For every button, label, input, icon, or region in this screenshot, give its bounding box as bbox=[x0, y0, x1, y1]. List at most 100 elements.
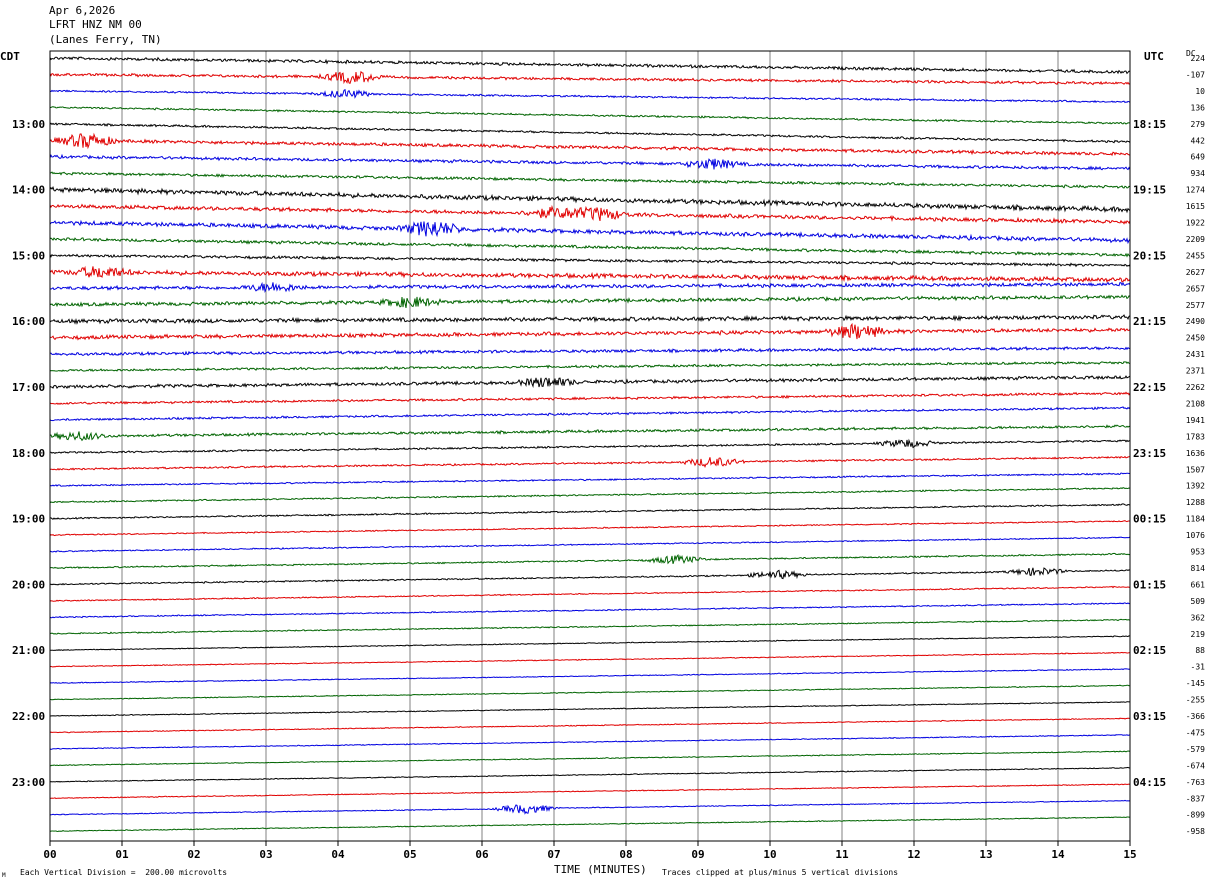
trace-line bbox=[49, 88, 1131, 104]
x-tick-label: 05 bbox=[403, 848, 416, 861]
right-hour-label: 21:15 bbox=[1133, 315, 1166, 328]
dc-offset-label: -899 bbox=[1186, 811, 1205, 820]
trace-line bbox=[49, 668, 1131, 684]
trace-line bbox=[49, 799, 1131, 816]
corner-mark: M bbox=[2, 872, 6, 879]
left-hour-label: 16:00 bbox=[12, 315, 45, 328]
trace-line bbox=[49, 717, 1131, 734]
dc-label: DC bbox=[1186, 49, 1196, 58]
trace-line bbox=[49, 253, 1131, 268]
dc-offset-label: 2262 bbox=[1186, 383, 1205, 392]
trace-line bbox=[49, 314, 1131, 325]
x-tick-label: 08 bbox=[619, 848, 632, 861]
left-hour-labels: 13:00 14:00 15:00 16:00 17:00 18:00 19:00 20:00… bbox=[12, 118, 45, 789]
trace-line bbox=[49, 651, 1131, 668]
x-axis-title: TIME (MINUTES) bbox=[554, 863, 647, 876]
trace-line bbox=[49, 70, 1131, 86]
right-hour-label: 22:15 bbox=[1133, 381, 1166, 394]
trace-line bbox=[49, 552, 1131, 570]
trace-line bbox=[49, 472, 1130, 487]
trace-line bbox=[50, 171, 1131, 189]
dc-offset-label: -763 bbox=[1186, 778, 1205, 787]
dc-offset-label: -475 bbox=[1186, 728, 1205, 737]
header-date: Apr 6,2026 bbox=[49, 4, 116, 17]
dc-offset-label: 1941 bbox=[1186, 416, 1205, 425]
header-station: LFRT HNZ NM 00 bbox=[49, 18, 142, 31]
right-hour-label: 04:15 bbox=[1133, 776, 1166, 789]
x-tick-label: 06 bbox=[475, 848, 489, 861]
right-hour-labels: 18:15 19:15 20:15 21:15 22:15 23:15 00:15 01:15… bbox=[1133, 118, 1166, 789]
trace-line bbox=[49, 391, 1131, 406]
right-hour-label: 19:15 bbox=[1133, 184, 1166, 197]
x-tick-label: 15 bbox=[1123, 848, 1136, 861]
trace-line bbox=[49, 406, 1131, 422]
trace-line bbox=[49, 585, 1131, 602]
dc-offset-label: 934 bbox=[1191, 169, 1206, 178]
x-tick-label: 02 bbox=[187, 848, 200, 861]
dc-offset-label: 649 bbox=[1191, 153, 1206, 162]
x-tick-label: 12 bbox=[907, 848, 920, 861]
dc-offset-label: 2431 bbox=[1186, 350, 1205, 359]
left-hour-label: 15:00 bbox=[12, 249, 45, 262]
trace-line bbox=[49, 424, 1131, 442]
left-hour-label: 22:00 bbox=[12, 710, 45, 723]
trace-line bbox=[49, 203, 1131, 225]
trace-line bbox=[49, 567, 1131, 586]
dc-offset-label: 1922 bbox=[1186, 219, 1205, 228]
right-hour-label: 02:15 bbox=[1133, 644, 1166, 657]
dc-offset-label: 88 bbox=[1195, 646, 1205, 655]
dc-offset-label: 509 bbox=[1191, 597, 1206, 606]
seismic-traces bbox=[49, 56, 1131, 833]
plot-frame bbox=[49, 50, 1131, 842]
trace-line bbox=[49, 345, 1131, 356]
header-location: (Lanes Ferry, TN) bbox=[49, 33, 162, 46]
trace-line bbox=[49, 766, 1131, 783]
x-tick-labels: 00 01 02 03 04 05 06 07 08 09 10 11 12 13 14 15 bbox=[43, 841, 1137, 861]
dc-offset-label: -674 bbox=[1186, 761, 1205, 770]
right-hour-label: 23:15 bbox=[1133, 447, 1166, 460]
dc-offset-label: 2627 bbox=[1186, 268, 1205, 277]
trace-line bbox=[49, 237, 1131, 258]
trace-line bbox=[49, 602, 1131, 619]
dc-offset-label: 1507 bbox=[1186, 465, 1205, 474]
dc-offset-label: 10 bbox=[1195, 87, 1205, 96]
trace-line bbox=[49, 56, 1131, 75]
trace-line bbox=[49, 185, 1131, 214]
left-hour-label: 23:00 bbox=[12, 776, 45, 789]
left-hour-label: 13:00 bbox=[12, 118, 45, 131]
dc-offset-label: 219 bbox=[1191, 630, 1206, 639]
left-hour-label: 19:00 bbox=[12, 513, 45, 526]
trace-line bbox=[50, 455, 1131, 471]
trace-line bbox=[49, 635, 1131, 652]
trace-line bbox=[49, 487, 1131, 504]
vertical-division-note: Each Vertical Division = 200.00 microvol… bbox=[20, 868, 228, 877]
dc-offset-label: 2490 bbox=[1186, 317, 1205, 326]
dc-offset-label: -107 bbox=[1186, 70, 1205, 79]
trace-line bbox=[50, 618, 1131, 635]
left-zone-label: CDT bbox=[0, 50, 20, 63]
trace-line bbox=[49, 294, 1131, 309]
left-hour-label: 17:00 bbox=[12, 381, 45, 394]
dc-offset-label: 814 bbox=[1191, 564, 1206, 573]
x-tick-label: 07 bbox=[547, 848, 560, 861]
left-hour-label: 20:00 bbox=[12, 578, 45, 591]
dc-offset-label: 1076 bbox=[1186, 531, 1205, 540]
trace-line bbox=[49, 361, 1131, 372]
dc-offset-label: 2371 bbox=[1186, 367, 1205, 376]
x-tick-label: 09 bbox=[691, 848, 704, 861]
dc-offset-label: 1783 bbox=[1186, 432, 1205, 441]
trace-line bbox=[49, 375, 1131, 390]
right-zone-label: UTC bbox=[1144, 50, 1164, 63]
trace-line bbox=[49, 219, 1131, 245]
right-hour-label: 03:15 bbox=[1133, 710, 1166, 723]
dc-offset-label: 224 bbox=[1191, 54, 1206, 63]
dc-offset-label: -958 bbox=[1186, 827, 1205, 836]
trace-line bbox=[49, 122, 1131, 144]
dc-offset-label: 2209 bbox=[1186, 235, 1205, 244]
clip-note: Traces clipped at plus/minus 5 vertical … bbox=[662, 868, 899, 877]
trace-line bbox=[49, 153, 1131, 171]
trace-line bbox=[49, 783, 1131, 800]
dc-offset-label: -579 bbox=[1186, 745, 1205, 754]
trace-line bbox=[49, 132, 1131, 157]
